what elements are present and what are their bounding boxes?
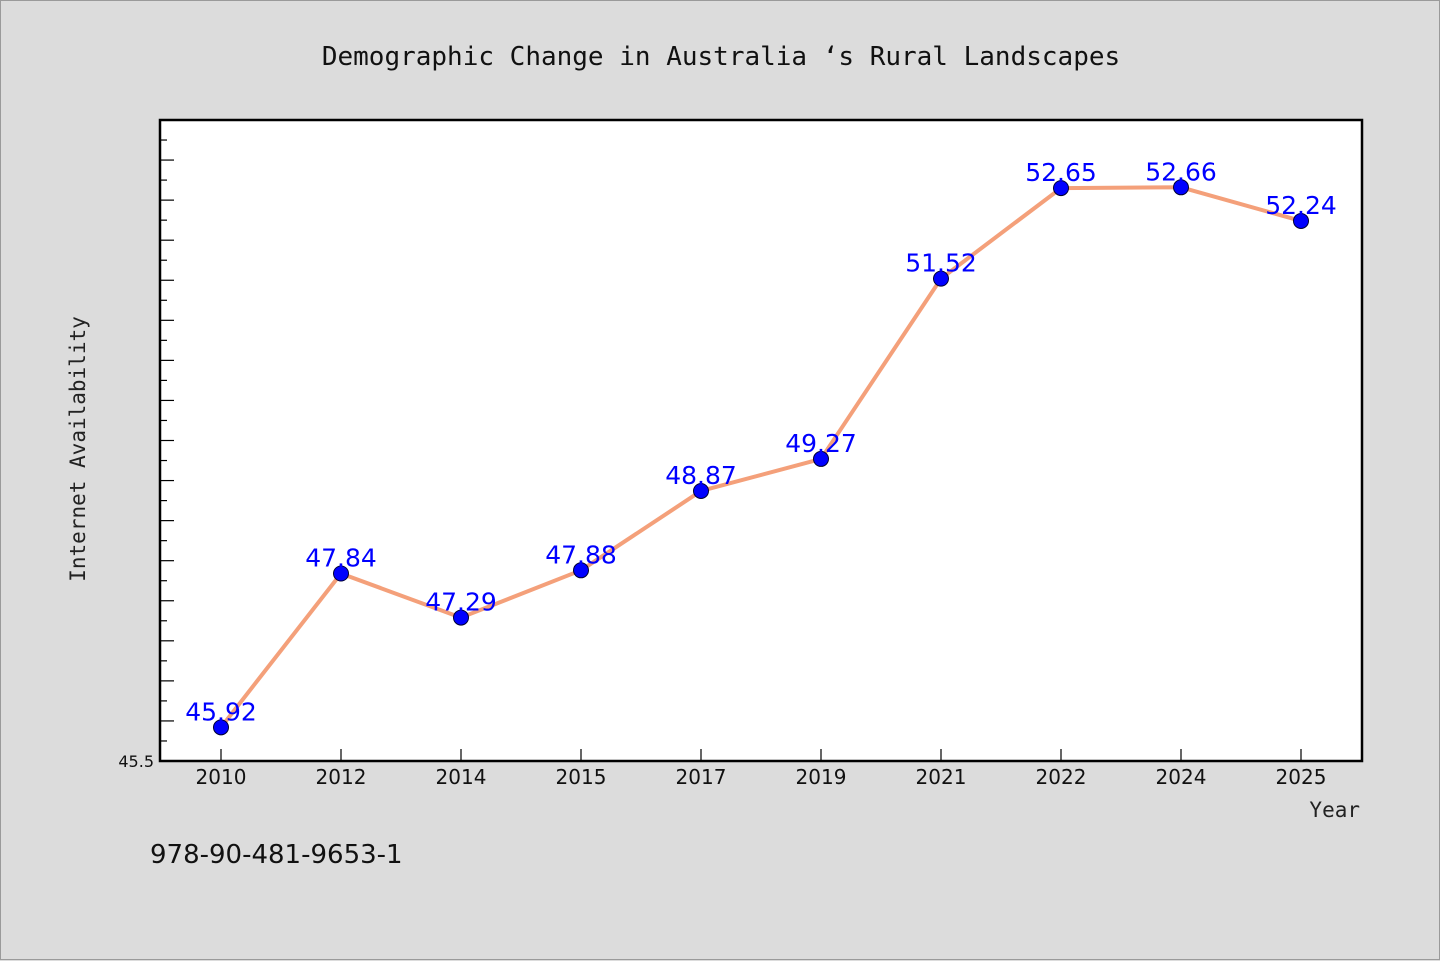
- data-point: [453, 609, 469, 626]
- y-axis-ticks: 45.5: [118, 119, 174, 771]
- chart-title: Demographic Change in Australia ‘s Rural…: [322, 42, 1120, 72]
- series-line: [219, 185, 1303, 730]
- data-label: 52.65: [1025, 158, 1097, 187]
- x-axis-label: Year: [1309, 798, 1360, 822]
- data-point: [1173, 179, 1189, 196]
- x-tick-label: 2022: [1036, 765, 1087, 789]
- data-label: 49.27: [785, 429, 857, 458]
- data-label: 52.24: [1265, 191, 1337, 220]
- data-point: [1293, 212, 1309, 229]
- data-label: 45.92: [185, 697, 257, 726]
- data-label: 47.29: [425, 588, 497, 617]
- data-label: 48.87: [665, 461, 737, 490]
- y-tick-label: 45.5: [118, 752, 154, 771]
- data-point: [333, 565, 349, 582]
- plot-area: [158, 118, 1364, 763]
- data-label: 47.88: [545, 540, 617, 569]
- data-point: [933, 270, 949, 287]
- data-label: 47.84: [305, 544, 377, 573]
- data-label: 51.52: [905, 249, 977, 278]
- data-point: [573, 562, 589, 579]
- data-point: [1053, 180, 1069, 197]
- x-tick-label: 2024: [1156, 765, 1207, 789]
- data-point: [213, 719, 229, 736]
- x-tick-label: 2025: [1276, 765, 1327, 789]
- y-axis-label: Internet Availability: [66, 316, 90, 582]
- x-axis-ticks: 2010 2012 2014 2015 2017 2019 2021 2022 2024 2025: [196, 749, 1327, 789]
- x-tick-label: 2014: [436, 765, 487, 789]
- data-point: [693, 482, 709, 499]
- x-tick-label: 2017: [676, 765, 727, 789]
- x-tick-label: 2019: [796, 765, 847, 789]
- x-tick-label: 2015: [556, 765, 607, 789]
- isbn-footer: 978-90-481-9653-1: [150, 840, 403, 870]
- x-tick-label: 2010: [196, 765, 247, 789]
- data-label: 52.66: [1145, 157, 1217, 186]
- series-layer: 45.92 47.84 47.29 47.88 48.87 49.27 51.52 52.65…: [185, 157, 1337, 736]
- data-point: [813, 450, 829, 467]
- x-tick-label: 2012: [316, 765, 367, 789]
- x-tick-label: 2021: [916, 765, 967, 789]
